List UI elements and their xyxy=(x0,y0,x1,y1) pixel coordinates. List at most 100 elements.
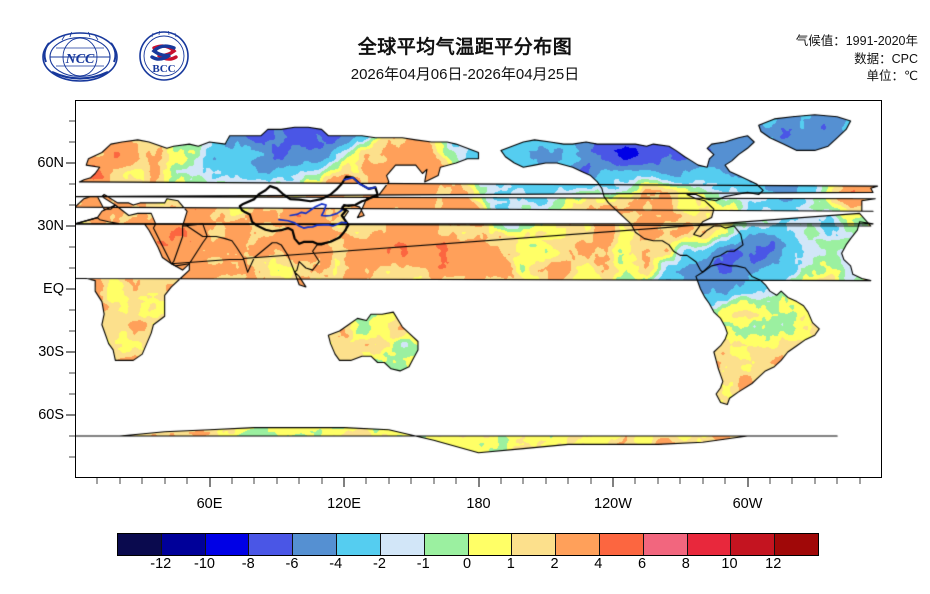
y-tick-mark xyxy=(66,162,75,164)
y-tick-mark xyxy=(66,414,75,416)
x-tick-mark-minor xyxy=(164,478,166,484)
y-tick-mark-minor xyxy=(69,183,75,185)
x-tick-mark-minor xyxy=(657,478,659,484)
colorbar-tick-label: 2 xyxy=(550,556,559,572)
colorbar-tick-labels: -12 -10 -8 -6 -4 -2 -1 0 1 2 4 6 8 10 12 xyxy=(117,556,817,578)
colorbar-tick-label: 8 xyxy=(681,556,690,572)
colorbar-tick-label: 12 xyxy=(765,556,782,572)
colorbar-tick-label: -12 xyxy=(150,556,172,572)
logo-group: NCC BCC xyxy=(34,28,214,86)
colorbar-cell xyxy=(468,534,513,555)
x-tick-mark-minor xyxy=(321,478,323,484)
colorbar-tick-label: 0 xyxy=(462,556,472,572)
x-tick-mark-minor xyxy=(724,478,726,484)
x-tick-mark-minor xyxy=(679,478,681,484)
colorbar-tick-label: 10 xyxy=(721,556,738,572)
colorbar-cell xyxy=(205,534,250,555)
colorbar-cell xyxy=(118,534,162,555)
y-tick-label: 60N xyxy=(37,155,64,171)
colorbar-tick-label: 1 xyxy=(506,556,515,572)
y-tick-mark-minor xyxy=(69,393,75,395)
x-tick-label: 120E xyxy=(327,496,361,512)
unit-label: 单位：℃ xyxy=(866,69,918,83)
y-tick-mark-minor xyxy=(69,204,75,206)
x-tick-mark-minor xyxy=(253,478,255,484)
y-tick-mark-minor xyxy=(69,435,75,437)
colorbar-tick-label: 6 xyxy=(637,556,647,572)
x-tick-mark xyxy=(478,478,479,487)
colorbar-cell xyxy=(249,534,294,555)
colorbar-cell xyxy=(687,534,732,555)
x-tick-mark-minor xyxy=(791,478,793,484)
y-tick-mark xyxy=(66,351,75,353)
colorbar-tick-label: -2 xyxy=(373,556,386,572)
y-tick-mark-minor xyxy=(69,330,75,332)
x-tick-mark-minor xyxy=(567,478,569,484)
colorbar-tick-label: -4 xyxy=(329,556,343,572)
x-tick-mark-minor xyxy=(702,478,704,484)
colorbar-tick-label: -6 xyxy=(285,556,299,572)
y-tick-label: 30N xyxy=(37,218,64,234)
ncc-logo-icon: NCC xyxy=(42,31,118,82)
y-tick-mark xyxy=(66,225,75,227)
metadata-block: 气候值：1991-2020年 数据：CPC 单位：℃ xyxy=(796,33,918,86)
y-tick-label: 60S xyxy=(38,407,64,423)
x-tick-mark-minor xyxy=(769,478,771,484)
bcc-logo-icon: BCC xyxy=(139,30,189,81)
y-tick-label: EQ xyxy=(43,281,64,297)
x-tick-mark-minor xyxy=(433,478,435,484)
y-tick-mark-minor xyxy=(69,141,75,143)
x-tick-mark-minor xyxy=(410,478,412,484)
x-tick-mark-minor xyxy=(590,478,592,484)
x-tick-mark-minor xyxy=(365,478,367,484)
x-tick-mark-minor xyxy=(96,478,98,484)
x-tick-mark xyxy=(612,478,614,487)
y-tick-label: 30S xyxy=(38,344,64,360)
x-tick-mark-minor xyxy=(186,478,188,484)
x-tick-mark-minor xyxy=(500,478,502,484)
x-tick-mark-minor xyxy=(231,478,233,484)
colorbar-tick-label: 4 xyxy=(594,556,603,572)
colorbar-tick-label: -8 xyxy=(241,556,255,572)
x-tick-mark-minor xyxy=(859,478,861,484)
y-tick-mark-minor xyxy=(69,456,75,458)
x-tick-mark-minor xyxy=(141,478,143,484)
x-tick-mark-minor xyxy=(276,478,278,484)
colorbar-cell xyxy=(293,534,338,555)
x-tick-label: 180 xyxy=(466,496,491,512)
x-tick-mark-minor xyxy=(634,478,636,484)
y-tick-mark-minor xyxy=(69,246,75,248)
map-plot-area: 60N 30N EQ 30S 60S 60E 120E 180 120W 60W xyxy=(37,100,882,512)
colorbar-cell xyxy=(599,534,644,555)
colorbar-cell xyxy=(775,534,818,555)
colorbar-cell xyxy=(424,534,469,555)
colorbar-cell xyxy=(643,534,688,555)
x-tick-mark xyxy=(209,478,210,487)
x-tick-mark xyxy=(343,478,345,487)
colorbar xyxy=(117,533,819,556)
colorbar-tick-label: -10 xyxy=(194,556,215,572)
colorbar-cell xyxy=(512,534,557,555)
y-tick-mark-minor xyxy=(69,372,75,374)
x-tick-mark-minor xyxy=(522,478,524,484)
data-source-label: 数据：CPC xyxy=(854,51,918,66)
climatology-label: 气候值：1991-2020年 xyxy=(795,34,918,48)
colorbar-cell xyxy=(161,534,206,555)
x-tick-mark-minor xyxy=(119,478,121,484)
x-tick-mark xyxy=(747,478,748,487)
ncc-logo-text: NCC xyxy=(65,52,95,67)
y-tick-mark-minor xyxy=(69,309,75,311)
colorbar-cell xyxy=(731,534,776,555)
x-tick-mark-minor xyxy=(545,478,547,484)
x-tick-mark-minor xyxy=(836,478,838,484)
y-tick-mark-minor xyxy=(69,267,75,269)
x-tick-mark-minor xyxy=(298,478,300,484)
colorbar-cell xyxy=(556,534,600,555)
x-tick-label: 60E xyxy=(196,496,223,512)
x-tick-mark-minor xyxy=(814,478,816,484)
bcc-logo-text: BCC xyxy=(152,63,175,75)
y-tick-mark xyxy=(66,288,75,290)
y-tick-mark-minor xyxy=(69,120,75,122)
colorbar-cell xyxy=(380,534,425,555)
colorbar-tick-label: -1 xyxy=(416,556,430,572)
